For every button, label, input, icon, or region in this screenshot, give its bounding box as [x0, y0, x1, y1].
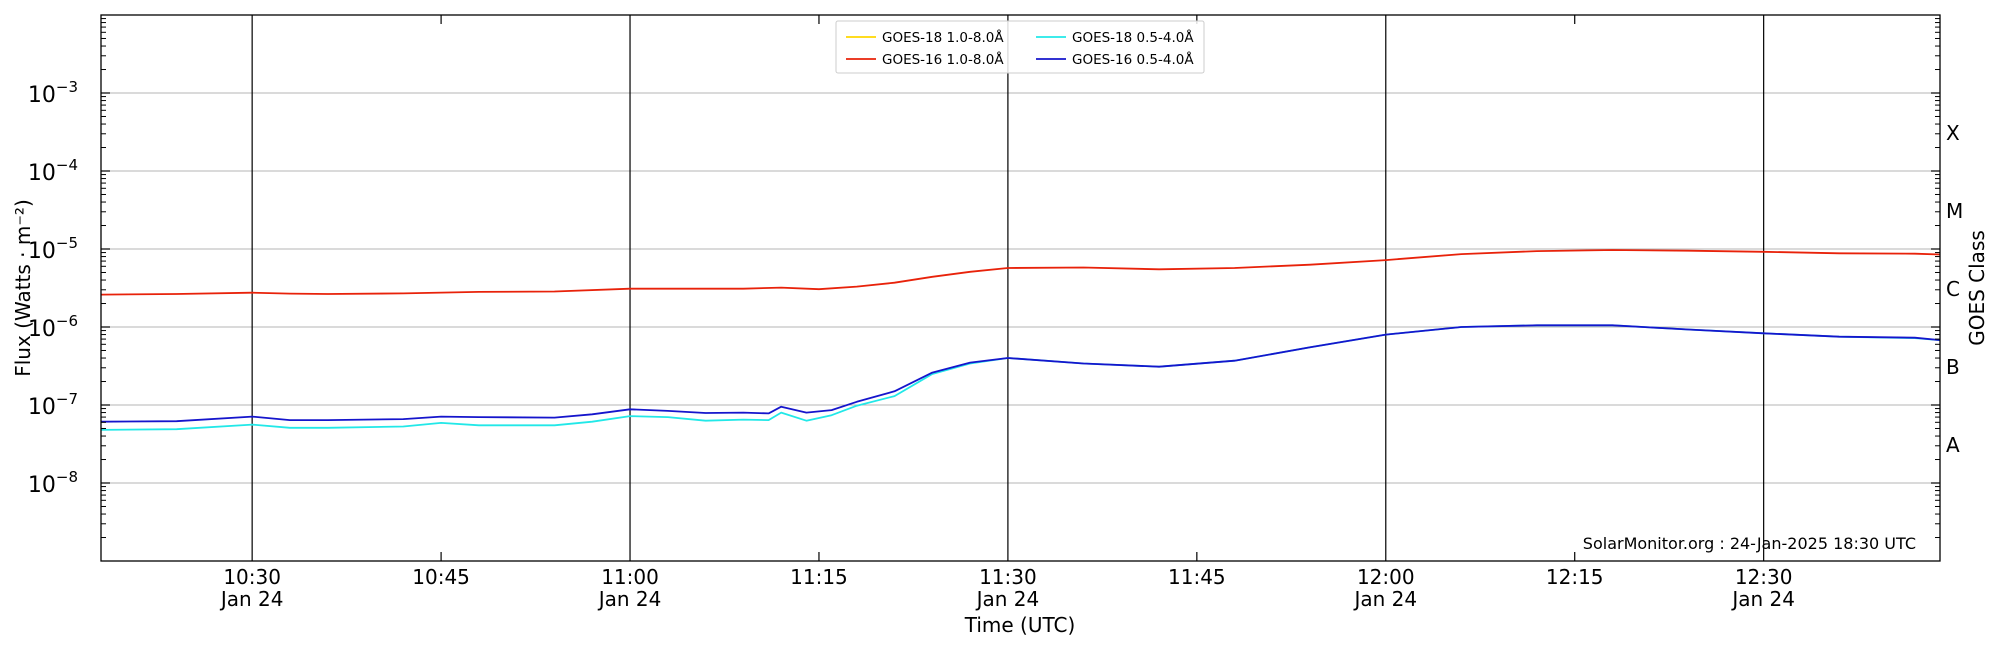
goes-class-label: A: [1946, 433, 1960, 457]
x-tick-label: 12:30: [1735, 565, 1793, 589]
x-tick-date-label: Jan 24: [1352, 587, 1417, 611]
legend-box: [835, 20, 1205, 74]
legend: GOES-18 1.0-8.0Å GOES-18 0.5-4.0Å GOES-16 …: [835, 20, 1205, 74]
y-tick-label: 10−8: [28, 468, 78, 498]
legend-label: GOES-18 1.0-8.0Å: [882, 29, 1004, 46]
y-tick-label-base: 10: [28, 395, 56, 420]
goes-class-label: B: [1946, 355, 1960, 379]
x-tick-date-label: Jan 24: [597, 587, 662, 611]
y-tick-label-base: 10: [28, 473, 56, 498]
y-tick-labels: 10−810−710−610−510−410−3: [28, 78, 78, 498]
y-tick-label: 10−7: [28, 390, 78, 420]
plot-frame: [100, 14, 1941, 562]
legend-label: GOES-18 0.5-4.0Å: [1072, 29, 1194, 46]
y-tick-label: 10−3: [28, 78, 78, 108]
y-tick-label-exponent: −8: [56, 468, 78, 486]
goes-class-label: C: [1946, 277, 1960, 301]
y-tick-label-exponent: −6: [56, 312, 78, 330]
grid-lines: [101, 15, 1940, 561]
y-tick-label-base: 10: [28, 239, 56, 264]
goes-class-label: X: [1946, 121, 1960, 145]
x-tick-label: 10:30: [223, 565, 281, 589]
legend-label: GOES-16 0.5-4.0Å: [1072, 51, 1194, 68]
goes-class-label: M: [1946, 199, 1963, 223]
axis-ticks: [101, 15, 1940, 561]
goes-class-labels: A B C M X: [1946, 121, 1963, 457]
y-tick-label-base: 10: [28, 83, 56, 108]
y-tick-label-base: 10: [28, 161, 56, 186]
series-lines: [100, 249, 1941, 431]
x-tick-label: 12:15: [1546, 565, 1604, 589]
x-tick-label: 11:15: [790, 565, 848, 589]
x-axis-label: Time (UTC): [964, 613, 1076, 637]
x-tick-label: 10:45: [412, 565, 470, 589]
x-tick-label: 11:00: [601, 565, 659, 589]
x-tick-label: 11:30: [979, 565, 1037, 589]
x-tick-label: 11:45: [1168, 565, 1226, 589]
y-tick-label: 10−4: [28, 156, 78, 186]
y-tick-label-exponent: −5: [56, 234, 78, 252]
y-tick-label: 10−6: [28, 312, 78, 342]
y-axis-label: Flux (Watts · m⁻²): [11, 199, 35, 377]
y-tick-label-exponent: −7: [56, 390, 78, 408]
x-tick-date-label: Jan 24: [1730, 587, 1795, 611]
x-tick-date-label: Jan 24: [975, 587, 1040, 611]
y-tick-label-base: 10: [28, 317, 56, 342]
y-tick-label: 10−5: [28, 234, 78, 264]
legend-label: GOES-16 1.0-8.0Å: [882, 51, 1004, 68]
x-tick-date-label: Jan 24: [219, 587, 284, 611]
credit-text: SolarMonitor.org : 24-Jan-2025 18:30 UTC: [1583, 534, 1916, 553]
series-line-3: [100, 324, 1941, 423]
goes-class-axis-label: GOES Class: [1965, 230, 1989, 346]
x-tick-label: 12:00: [1357, 565, 1415, 589]
series-line-1: [100, 249, 1941, 296]
y-tick-label-exponent: −3: [56, 78, 78, 96]
y-tick-label-exponent: −4: [56, 156, 78, 174]
